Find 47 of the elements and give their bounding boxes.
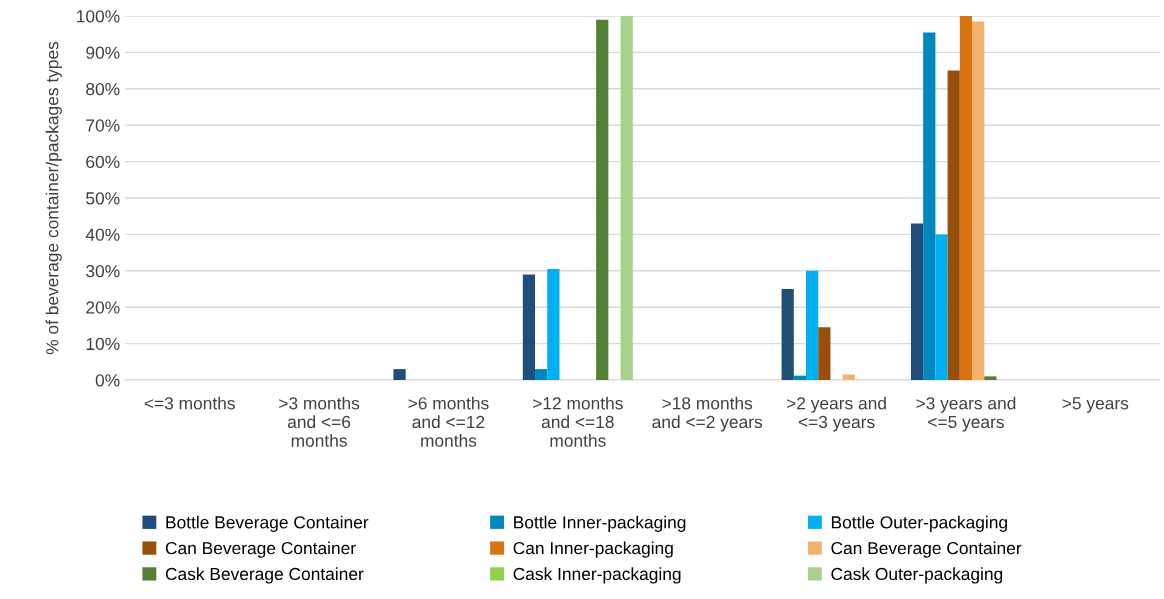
bar [972, 21, 985, 380]
legend-label: Cask Beverage Container [165, 567, 364, 584]
x-tick-label: >6 months and <=12 months [408, 396, 489, 447]
bar [393, 369, 406, 380]
bar [842, 374, 855, 380]
bar [522, 274, 536, 380]
legend-label: Cask Inner-packaging [513, 567, 681, 584]
y-tick-label: 40% [85, 228, 120, 241]
bar [781, 289, 794, 380]
bar [984, 376, 997, 380]
x-tick-label: >2 years and <=3 years [786, 396, 886, 432]
bar [935, 234, 948, 380]
legend-label: Can Beverage Container [165, 541, 356, 558]
y-tick-label: 90% [86, 46, 120, 59]
bar [923, 32, 936, 380]
legend-label: Cask Outer-packaging [831, 567, 1003, 584]
y-tick-label: 50% [86, 192, 120, 205]
x-tick-label: >3 years and <=5 years [916, 396, 1016, 432]
y-tick-label: 80% [86, 82, 120, 96]
x-tick-label: <=3 months [144, 396, 235, 410]
legend-label: Can Beverage Container [831, 541, 1022, 558]
x-tick-label: >18 months and <=2 years [652, 396, 763, 432]
bar [793, 375, 807, 380]
x-tick-label: >5 years [1062, 397, 1129, 413]
bar [910, 223, 924, 380]
y-tick-label: 70% [86, 119, 120, 132]
legend-label: Bottle Outer-packaging [831, 515, 1007, 532]
y-tick-label: 30% [86, 264, 120, 278]
legend-label: Can Inner-packaging [513, 541, 673, 558]
bar [959, 16, 973, 380]
legend-label: Bottle Inner-packaging [514, 515, 686, 532]
y-tick-label: 100% [77, 10, 120, 23]
y-tick-label: 10% [86, 337, 120, 351]
bar [947, 70, 960, 380]
bar [596, 19, 609, 380]
y-axis-title: % of beverage container/packages types [45, 41, 62, 355]
bar [547, 268, 560, 380]
legend-label: Bottle Beverage Container [166, 515, 369, 532]
bar [620, 16, 633, 380]
bar [535, 369, 548, 380]
y-tick-label: 0% [95, 374, 120, 387]
bar [806, 270, 819, 380]
y-tick-label: 20% [86, 301, 120, 314]
bar [818, 327, 831, 380]
x-tick-label: >3 months and <=6 months [279, 396, 360, 447]
x-tick-label: >12 months and <=18 months [533, 396, 623, 447]
y-tick-label: 60% [86, 155, 120, 169]
